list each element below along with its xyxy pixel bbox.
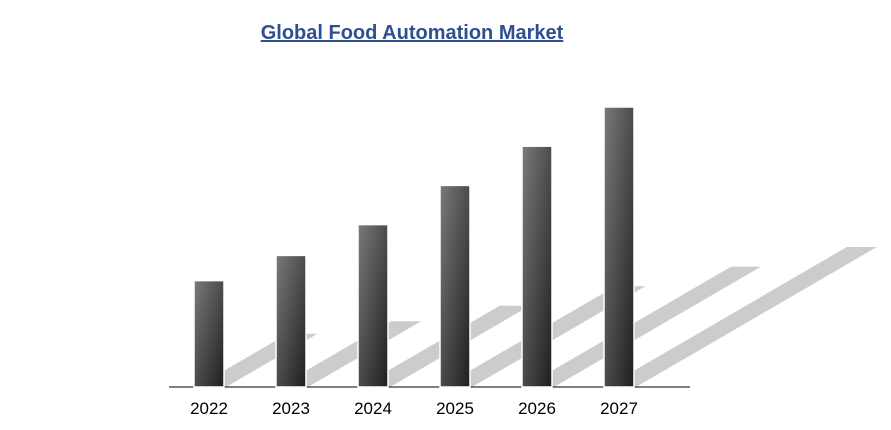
x-tick-label-2026: 2026 [518, 399, 556, 418]
bar-2023 [275, 254, 307, 388]
bar-2027 [603, 106, 635, 388]
bar-2024 [357, 223, 389, 388]
bar-shadow-2027 [606, 247, 877, 387]
x-tick-label-2024: 2024 [354, 399, 392, 418]
x-tick-label-2027: 2027 [600, 399, 638, 418]
bar-2026 [521, 145, 553, 388]
x-tick-labels: 2022 2023 2024 2025 2026 2027 [190, 399, 638, 418]
x-tick-label-2023: 2023 [272, 399, 310, 418]
chart-title: Global Food Automation Market [260, 22, 564, 44]
x-tick-label-2022: 2022 [190, 399, 228, 418]
bars [193, 106, 635, 388]
bar-2022 [193, 279, 225, 388]
bar-2025 [439, 184, 471, 388]
x-tick-label-2025: 2025 [436, 399, 474, 418]
bar-shadow-2026 [524, 266, 762, 387]
